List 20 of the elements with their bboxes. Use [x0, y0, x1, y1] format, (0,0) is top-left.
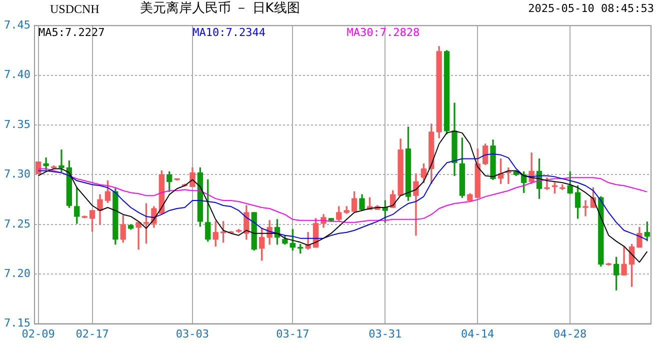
x-tick-label: 04-28: [554, 327, 587, 340]
text: MA10:7.2344: [192, 26, 266, 39]
text: MA5:7.2227: [38, 26, 105, 39]
chart-title: 美元离岸人民币 － 日K线图: [140, 1, 300, 17]
x-tick-label: 02-09: [22, 327, 55, 340]
y-tick-label: 7.15: [4, 316, 30, 330]
x-tick-label: 02-17: [76, 327, 109, 340]
y-tick-label: 7.35: [4, 118, 30, 131]
x-tick-label: 03-03: [176, 327, 210, 340]
y-tick-label: 7.30: [4, 168, 30, 181]
x-tick-label: 03-31: [368, 327, 402, 340]
y-tick-label: 7.20: [4, 266, 30, 280]
y-tick-label: 7.25: [4, 217, 30, 230]
x-tick-label: 04-14: [461, 327, 495, 340]
chart-subtitle: USDCNH: [50, 1, 100, 17]
x-tick-label: 03-17: [276, 327, 310, 340]
y-tick-label: 7.40: [4, 68, 30, 82]
y-tick-label: 7.45: [4, 18, 30, 32]
text: 2025-05-10 08:45:53: [528, 1, 654, 17]
text: MA30:7.2828: [346, 26, 420, 39]
